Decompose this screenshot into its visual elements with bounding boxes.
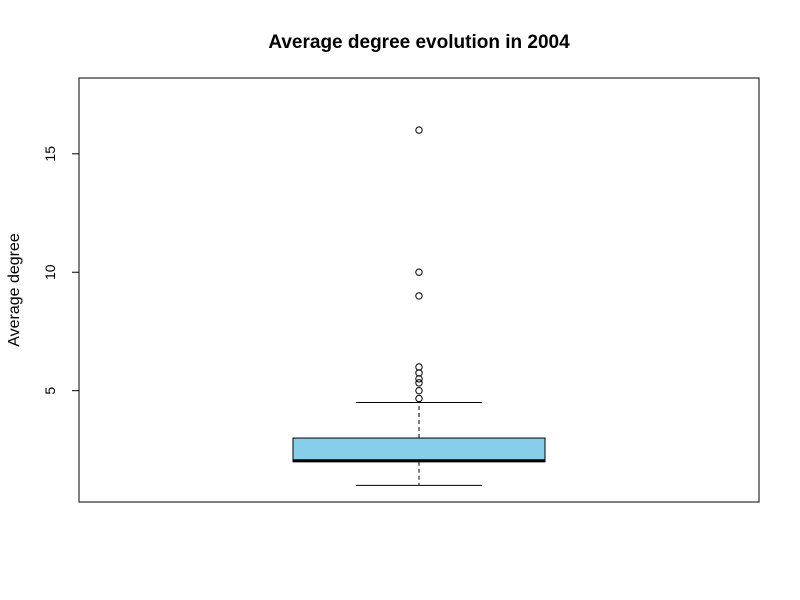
chart-title: Average degree evolution in 2004 bbox=[268, 32, 570, 53]
outlier-point bbox=[415, 292, 423, 300]
y-tick-label: 10 bbox=[42, 264, 58, 280]
outlier-points bbox=[415, 126, 423, 403]
outlier-point bbox=[415, 126, 423, 134]
y-tick-label: 5 bbox=[42, 387, 58, 395]
iqr-box bbox=[292, 437, 546, 463]
y-axis-ticks: 5 10 15 bbox=[42, 146, 79, 395]
outlier-point bbox=[415, 394, 423, 403]
y-tick-label: 15 bbox=[42, 146, 58, 162]
outlier-point bbox=[415, 363, 423, 371]
outlier-point bbox=[415, 268, 423, 276]
y-axis-label: Average degree bbox=[6, 233, 23, 347]
outlier-point bbox=[415, 379, 423, 387]
outlier-point bbox=[415, 386, 423, 395]
box-group bbox=[292, 402, 546, 486]
